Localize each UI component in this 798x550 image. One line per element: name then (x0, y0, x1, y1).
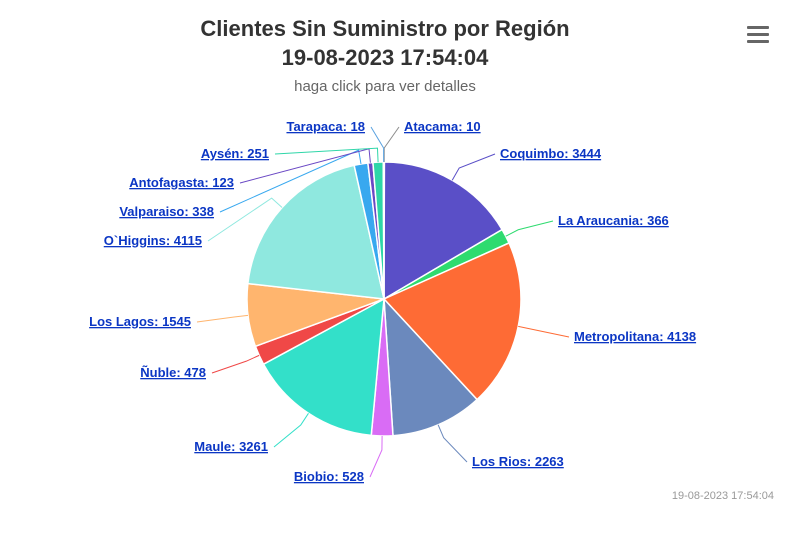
chart-title-timestamp: 19-08-2023 17:54:04 (281, 45, 489, 70)
pie-slice[interactable] (382, 241, 522, 401)
label-connector (437, 424, 468, 463)
pie-slice-label[interactable]: Tarapaca: 18 (286, 119, 365, 134)
menu-bar (747, 33, 769, 36)
label-connector (273, 413, 309, 448)
pie-slice-label[interactable]: Maule: 3261 (194, 439, 268, 454)
label-connector (451, 153, 496, 181)
footer-timestamp: 19-08-2023 17:54:04 (671, 490, 774, 502)
pie-slice-label[interactable]: Atacama: 10 (404, 119, 481, 134)
menu-bar (747, 26, 769, 29)
pie-slice-label[interactable]: Ñuble: 478 (140, 365, 206, 380)
chart-title: Clientes Sin Suministro por Región (200, 16, 570, 41)
pie-labels: Atacama: 10 Coquimbo: 3444 La Araucania: 3… (89, 119, 696, 484)
pie-slice[interactable] (383, 296, 479, 437)
pie-slice[interactable] (383, 161, 504, 301)
label-connector (196, 314, 249, 323)
label-connector (518, 325, 570, 338)
label-connector (219, 149, 362, 213)
pie-slices (246, 161, 522, 437)
label-connector (369, 435, 383, 478)
label-connector (505, 220, 554, 237)
menu-bar (747, 40, 769, 43)
pie-slice-label[interactable]: Biobio: 528 (294, 469, 364, 484)
pie-slice-label[interactable]: Metropolitana: 4138 (574, 329, 696, 344)
pie-slice-label[interactable]: La Araucania: 366 (558, 213, 669, 228)
label-connector (211, 354, 260, 374)
hamburger-menu-icon[interactable] (745, 26, 771, 48)
pie-slice-label[interactable]: Antofagasta: 123 (129, 175, 234, 190)
label-connector (383, 126, 400, 163)
chart-subtitle: haga click para ver detalles (294, 78, 476, 95)
pie-slice-label[interactable]: Aysén: 251 (201, 146, 269, 161)
pie-slice[interactable] (262, 297, 385, 437)
pie-slice[interactable] (247, 164, 385, 300)
pie-slice-label[interactable]: Valparaiso: 338 (119, 204, 214, 219)
pie-slice-label[interactable]: O`Higgins: 4115 (104, 233, 202, 248)
label-connector (274, 147, 379, 163)
pie-slice-label[interactable]: Coquimbo: 3444 (500, 146, 602, 161)
pie-slice[interactable] (382, 161, 385, 300)
pie-slice-label[interactable]: Los Rios: 2263 (472, 454, 564, 469)
label-connector (370, 126, 385, 163)
label-connector (207, 197, 283, 242)
pie-slice-label[interactable]: Los Lagos: 1545 (89, 314, 191, 329)
